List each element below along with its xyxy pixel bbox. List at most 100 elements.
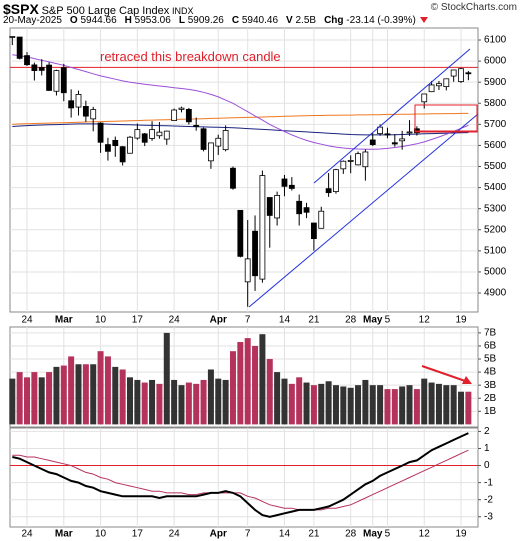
x-tick-label: Mar	[55, 315, 73, 326]
y-tick-label: 5600	[484, 140, 507, 151]
x-tick-label: May	[363, 315, 383, 326]
x-tick-label: 7	[245, 315, 251, 326]
y-tick-label: 5100	[484, 245, 507, 256]
arrow	[421, 365, 469, 383]
y-tick-label: -3	[484, 511, 493, 522]
y-tick-label: 3B	[484, 380, 497, 391]
candle-body	[318, 210, 325, 229]
quote-line: 20-May-2025 O 5944.66 H 5953.06 L 5909.26 C …	[3, 15, 428, 26]
candle-body	[362, 151, 369, 168]
x-tick-label: 21	[308, 529, 320, 540]
candle-body	[185, 108, 192, 123]
volume-bar	[325, 381, 332, 425]
volume-bar	[200, 379, 207, 425]
candle-body	[31, 64, 38, 71]
candle-body	[333, 169, 339, 193]
candle-body	[458, 68, 464, 82]
macd-panel	[9, 427, 479, 528]
candle-body	[391, 142, 398, 145]
volume-bar	[75, 364, 82, 425]
candle-body	[38, 67, 45, 71]
volume-bar	[9, 378, 16, 425]
volume-bar	[435, 383, 442, 425]
exchange: INDX	[172, 6, 194, 16]
quote-label: O	[69, 15, 78, 26]
candle-body	[97, 122, 104, 143]
candle-body	[266, 197, 273, 216]
annotation-text: retraced this breakdown candle	[100, 49, 281, 64]
y-tick-label: 2	[484, 426, 490, 437]
y-tick-label: 2B	[484, 393, 497, 404]
volume-bar	[355, 385, 362, 425]
x-tick-label: 28	[345, 529, 357, 540]
x-tick-label: 10	[95, 529, 107, 540]
volume-bar	[266, 359, 273, 425]
volume-bar	[399, 386, 406, 425]
indicator-line	[12, 449, 469, 511]
y-tick-label: 5000	[484, 267, 507, 278]
down-marker	[419, 17, 428, 23]
candle-body	[428, 84, 435, 93]
volume-bar	[332, 385, 339, 425]
y-tick-label: 6000	[484, 56, 507, 67]
volume-bar	[141, 382, 148, 425]
volume-bar	[193, 383, 200, 425]
candle-body	[259, 175, 266, 280]
quote-value: 5940.46	[241, 15, 279, 26]
volume-bar	[391, 389, 398, 425]
candle-body	[399, 138, 406, 142]
candle-body	[274, 195, 281, 219]
candle-body	[208, 142, 214, 162]
volume-bar	[450, 385, 457, 425]
y-tick-label: -1	[484, 477, 493, 488]
volume-bar	[207, 369, 214, 425]
volume-bar	[421, 378, 428, 425]
candle-body	[156, 131, 163, 137]
volume-bar	[288, 383, 295, 425]
x-tick-label: 17	[132, 529, 144, 540]
x-tick-label: 5	[385, 315, 391, 326]
x-tick-label: 14	[279, 315, 291, 326]
volume-bar	[31, 372, 38, 425]
x-tick-label: 12	[419, 315, 431, 326]
candle-body	[112, 139, 119, 147]
volume-bar	[362, 379, 369, 425]
header: $SPX S&P 500 Large Cap Index INDX © Stoc…	[0, 0, 521, 28]
volume-bar	[46, 372, 53, 425]
volume-bar	[377, 385, 384, 425]
arrow-head	[462, 376, 472, 384]
candle-body	[53, 70, 60, 92]
x-tick-label: 24	[169, 315, 181, 326]
indicator-line	[12, 432, 469, 518]
candle-body	[215, 137, 222, 147]
price-panel	[9, 27, 479, 313]
candle-body	[163, 130, 170, 140]
volume-bar	[369, 385, 376, 425]
volume-bar	[340, 386, 347, 425]
y-tick-label: 4900	[484, 288, 507, 299]
candle-body	[377, 126, 384, 135]
x-tick-label: May	[363, 529, 383, 540]
y-tick-label: 5400	[484, 182, 507, 193]
date: 20-May-2025	[3, 15, 62, 26]
volume-bar	[90, 364, 97, 425]
trendline	[313, 48, 471, 184]
y-tick-label: -2	[484, 494, 493, 505]
volume-bar	[229, 351, 236, 425]
candle-body	[82, 106, 89, 117]
x-tick-label: 24	[21, 315, 33, 326]
candle-body	[171, 109, 178, 121]
y-tick-label: 1	[484, 443, 490, 454]
volume-bar	[178, 385, 185, 425]
y-tick-label: 6100	[484, 35, 507, 46]
candle-body	[244, 258, 251, 283]
candle-body	[127, 136, 133, 154]
volume-bar	[406, 385, 413, 425]
quote-label: H	[124, 15, 132, 26]
candle-body	[465, 72, 472, 75]
candle-body	[355, 153, 361, 166]
y-tick-label: 5900	[484, 77, 507, 88]
candle-body	[178, 107, 185, 110]
trendline	[248, 113, 479, 308]
